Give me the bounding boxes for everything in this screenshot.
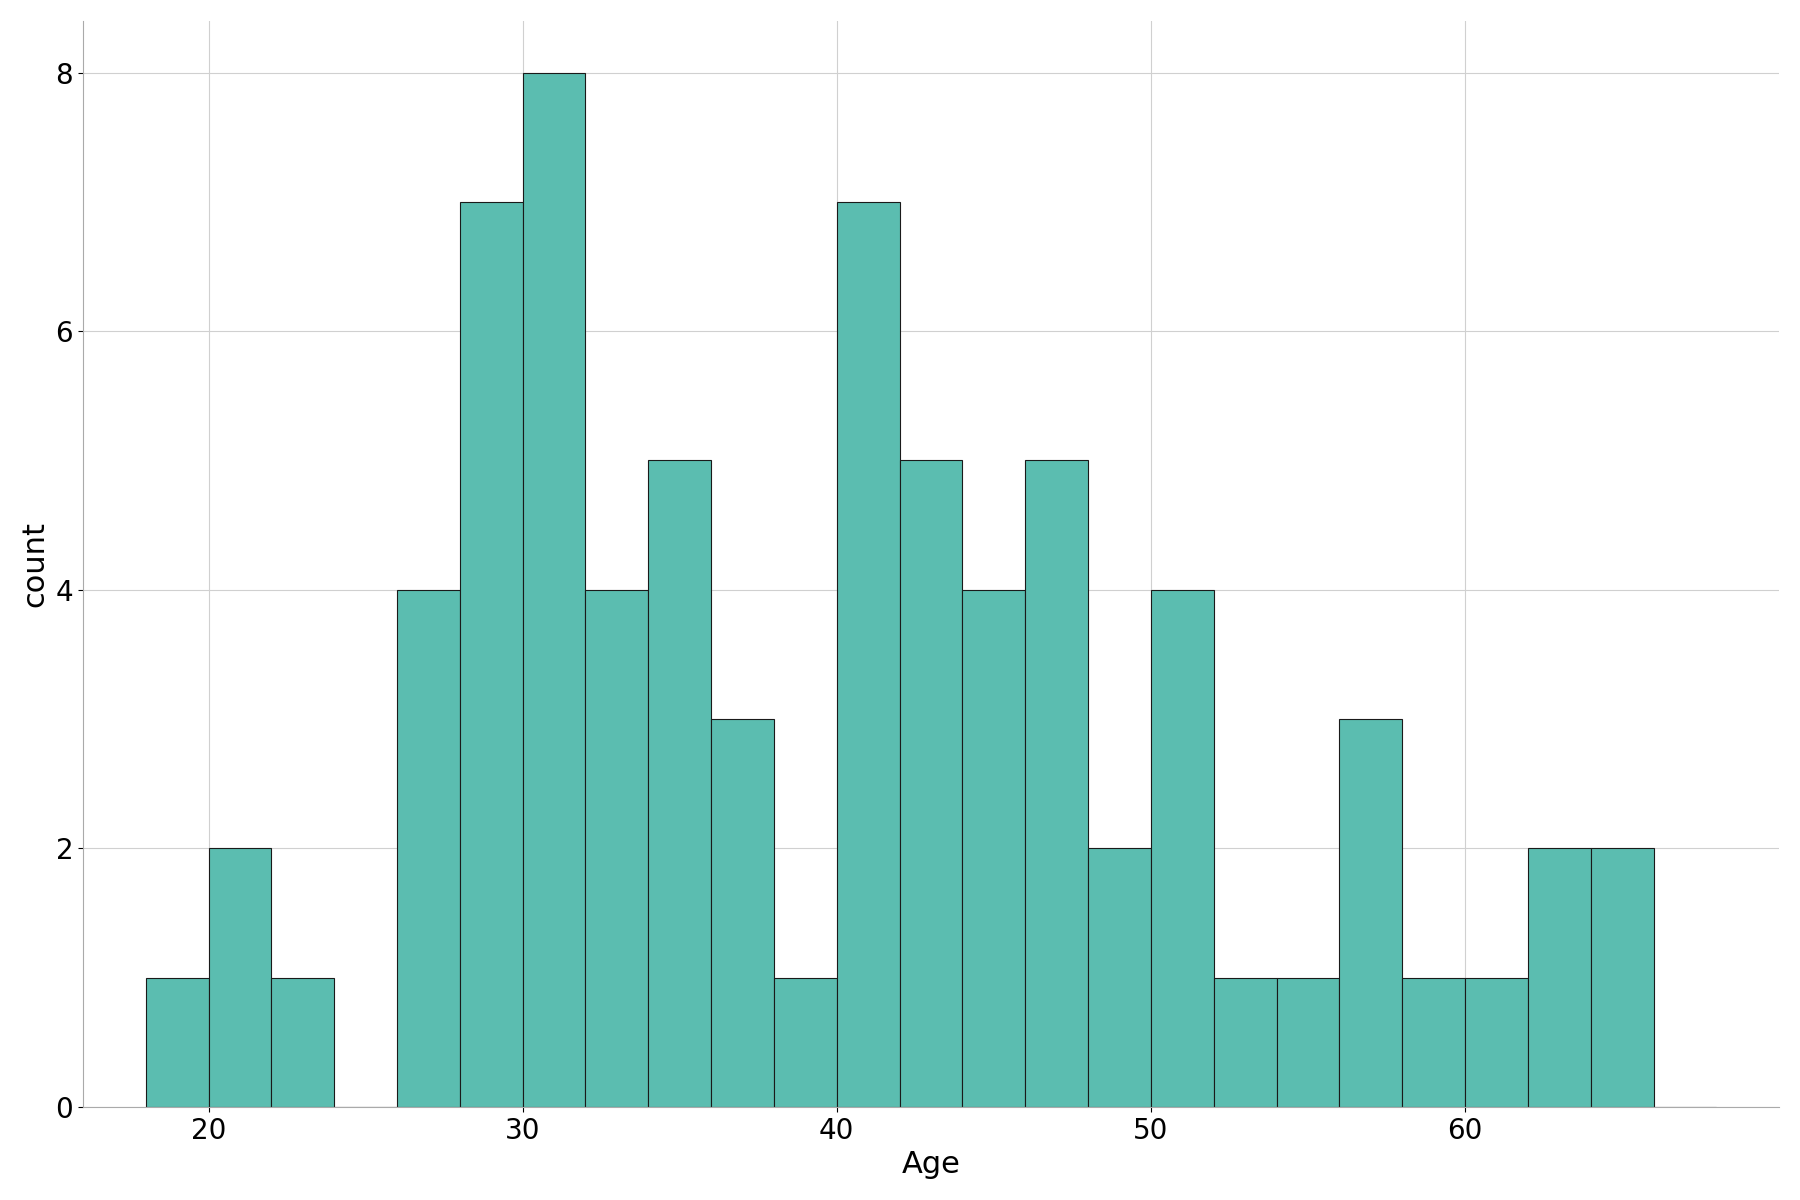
Bar bbox=[837, 202, 900, 1106]
Bar bbox=[459, 202, 522, 1106]
Bar bbox=[1213, 978, 1276, 1106]
Bar bbox=[398, 589, 459, 1106]
Bar bbox=[900, 461, 963, 1106]
Bar bbox=[774, 978, 837, 1106]
X-axis label: Age: Age bbox=[902, 1150, 961, 1180]
Bar bbox=[1276, 978, 1339, 1106]
Bar bbox=[1339, 719, 1402, 1106]
Bar bbox=[1591, 848, 1654, 1106]
Bar bbox=[1465, 978, 1528, 1106]
Bar bbox=[146, 978, 209, 1106]
Bar bbox=[1087, 848, 1150, 1106]
Bar bbox=[963, 589, 1026, 1106]
Y-axis label: count: count bbox=[22, 521, 50, 607]
Bar bbox=[1150, 589, 1213, 1106]
Bar bbox=[585, 589, 648, 1106]
Bar bbox=[711, 719, 774, 1106]
Bar bbox=[209, 848, 272, 1106]
Bar bbox=[1528, 848, 1591, 1106]
Bar bbox=[1402, 978, 1465, 1106]
Bar bbox=[272, 978, 335, 1106]
Bar bbox=[648, 461, 711, 1106]
Bar bbox=[522, 72, 585, 1106]
Bar bbox=[1026, 461, 1087, 1106]
